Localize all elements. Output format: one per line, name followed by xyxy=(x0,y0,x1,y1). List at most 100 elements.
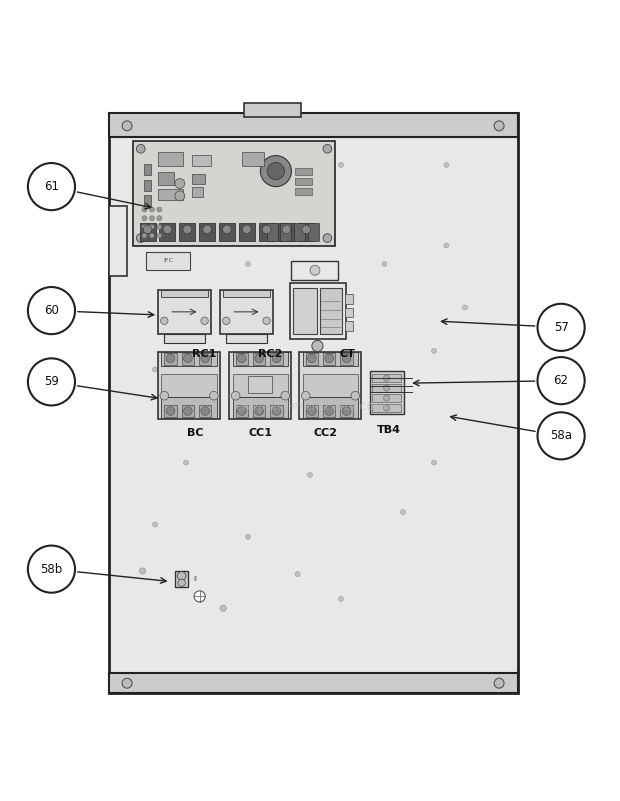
Circle shape xyxy=(263,317,270,324)
Bar xyxy=(303,352,358,366)
Text: RC1: RC1 xyxy=(192,349,217,359)
Bar xyxy=(278,223,294,240)
Bar xyxy=(370,371,404,414)
Bar xyxy=(223,289,270,297)
Bar xyxy=(158,172,174,185)
Circle shape xyxy=(308,354,316,363)
Text: BC: BC xyxy=(187,429,203,438)
Bar xyxy=(239,223,255,240)
Bar xyxy=(244,103,301,116)
Text: CC1: CC1 xyxy=(249,429,272,438)
Bar xyxy=(175,571,188,587)
Text: 60: 60 xyxy=(44,304,59,317)
Circle shape xyxy=(175,179,185,188)
Bar xyxy=(144,195,151,207)
Circle shape xyxy=(255,354,264,363)
Circle shape xyxy=(149,215,154,221)
Circle shape xyxy=(160,392,169,400)
Circle shape xyxy=(163,225,172,234)
Circle shape xyxy=(444,163,449,167)
Bar xyxy=(182,353,194,364)
Circle shape xyxy=(295,163,300,167)
Circle shape xyxy=(149,207,154,212)
Circle shape xyxy=(142,233,147,238)
Bar xyxy=(232,374,288,397)
Text: IFC: IFC xyxy=(163,259,173,264)
Circle shape xyxy=(342,407,351,416)
Circle shape xyxy=(272,354,281,363)
Bar xyxy=(108,114,518,137)
Text: CT: CT xyxy=(339,349,355,359)
Bar xyxy=(144,179,151,191)
Bar xyxy=(293,288,317,333)
Bar xyxy=(161,374,217,397)
Bar xyxy=(133,141,335,245)
Bar xyxy=(158,189,183,200)
Circle shape xyxy=(351,392,360,400)
Circle shape xyxy=(177,572,186,580)
Text: 58b: 58b xyxy=(40,562,63,576)
Bar xyxy=(294,178,312,185)
Circle shape xyxy=(201,407,210,416)
Circle shape xyxy=(157,207,162,212)
Circle shape xyxy=(325,407,334,416)
Circle shape xyxy=(237,407,246,416)
Bar xyxy=(192,174,205,183)
Circle shape xyxy=(223,317,230,324)
Bar xyxy=(323,353,335,364)
Circle shape xyxy=(184,262,188,267)
Bar xyxy=(161,289,208,297)
Bar xyxy=(219,223,235,240)
Text: TB4: TB4 xyxy=(378,425,401,435)
Circle shape xyxy=(166,354,175,363)
Circle shape xyxy=(325,354,334,363)
Circle shape xyxy=(184,460,188,465)
Bar xyxy=(303,374,358,397)
Circle shape xyxy=(260,155,291,187)
Text: eReplacementParts.com: eReplacementParts.com xyxy=(234,400,386,413)
Circle shape xyxy=(223,225,231,234)
Bar xyxy=(159,223,175,240)
Bar xyxy=(306,353,318,364)
Bar xyxy=(199,353,211,364)
Bar xyxy=(303,397,358,418)
Circle shape xyxy=(142,224,147,229)
Circle shape xyxy=(149,224,154,229)
Text: II: II xyxy=(193,576,197,582)
Circle shape xyxy=(201,317,208,324)
Bar xyxy=(294,223,305,240)
Circle shape xyxy=(233,336,238,341)
Bar xyxy=(372,394,401,402)
Circle shape xyxy=(339,163,343,167)
Bar xyxy=(345,308,353,317)
Circle shape xyxy=(282,225,291,234)
Circle shape xyxy=(161,317,168,324)
Bar xyxy=(158,352,220,419)
Circle shape xyxy=(143,225,152,234)
Circle shape xyxy=(401,509,405,514)
Bar xyxy=(294,188,312,195)
Bar xyxy=(320,288,342,333)
Bar xyxy=(306,405,318,417)
Circle shape xyxy=(231,392,240,400)
Circle shape xyxy=(220,605,226,611)
Bar xyxy=(253,405,265,417)
Circle shape xyxy=(432,460,436,465)
Bar xyxy=(161,397,217,418)
Bar xyxy=(229,352,291,419)
Bar xyxy=(298,223,314,240)
Circle shape xyxy=(494,121,504,131)
Bar xyxy=(226,333,267,344)
Bar xyxy=(294,168,312,175)
Circle shape xyxy=(255,407,264,416)
Circle shape xyxy=(194,591,205,602)
Circle shape xyxy=(323,144,332,153)
Bar xyxy=(345,294,353,304)
Circle shape xyxy=(339,597,343,602)
Circle shape xyxy=(237,354,246,363)
Circle shape xyxy=(272,407,281,416)
Circle shape xyxy=(312,340,323,352)
Circle shape xyxy=(210,392,218,400)
Bar xyxy=(345,321,353,331)
Text: 62: 62 xyxy=(554,374,569,387)
